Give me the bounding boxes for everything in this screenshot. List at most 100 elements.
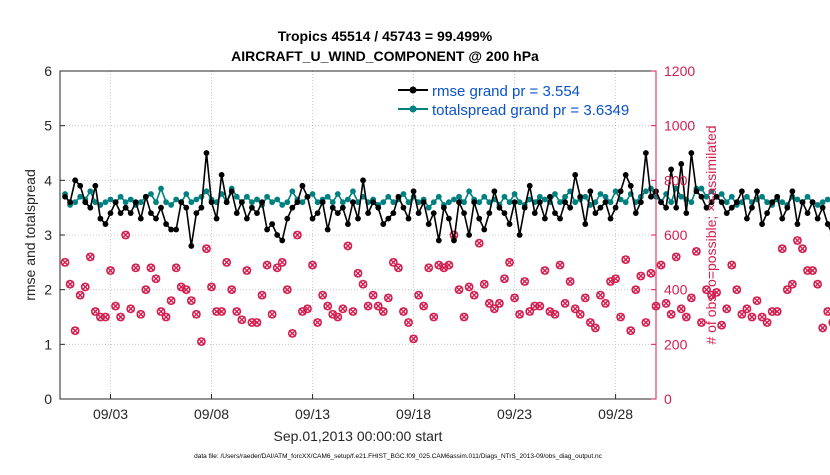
left-y-tick-label: 1 — [44, 336, 52, 352]
rmse-point — [214, 216, 220, 222]
x-tick-label: 09/08 — [194, 406, 229, 422]
rmse-point — [749, 205, 755, 211]
rmse-point — [396, 194, 402, 200]
rmse-point — [810, 199, 816, 205]
rmse-point — [62, 194, 68, 200]
totalspread-point — [108, 197, 114, 203]
right-y-tick-label: 1200 — [664, 63, 695, 79]
totalspread-point — [456, 194, 462, 200]
rmse-point — [224, 199, 230, 205]
totalspread-point — [623, 199, 629, 205]
totalspread-point — [188, 199, 194, 205]
rmse-point — [183, 205, 189, 211]
totalspread-point — [431, 199, 437, 205]
rmse-point — [688, 150, 694, 156]
left-y-tick-label: 5 — [44, 118, 52, 134]
rmse-point — [401, 205, 407, 211]
footer-data-file: data file: /Users/raeder/DAI/ATM_forcXX/… — [194, 453, 603, 460]
rmse-point — [739, 188, 745, 194]
totalspread-point — [426, 205, 432, 211]
rmse-point — [759, 221, 765, 227]
rmse-point — [643, 150, 649, 156]
rmse-point — [577, 194, 583, 200]
totalspread-point — [613, 188, 619, 194]
rmse-point — [178, 199, 184, 205]
rmse-point — [219, 172, 225, 178]
x-tick-label: 09/28 — [598, 406, 633, 422]
totalspread-point — [315, 199, 321, 205]
rmse-point — [128, 210, 134, 216]
rmse-point — [320, 199, 326, 205]
totalspread-point — [815, 202, 821, 208]
totalspread-point — [764, 199, 770, 205]
totalspread-point — [345, 197, 351, 203]
rmse-point — [118, 210, 124, 216]
rmse-point — [355, 216, 361, 222]
totalspread-point — [128, 197, 134, 203]
rmse-point — [491, 188, 497, 194]
rmse-point — [527, 183, 533, 189]
legend-rmse-marker — [410, 87, 417, 94]
rmse-point — [512, 199, 518, 205]
totalspread-point — [451, 197, 457, 203]
rmse-point — [456, 199, 462, 205]
rmse-point — [204, 150, 210, 156]
totalspread-point — [729, 194, 735, 200]
right-y-tick-label: 800 — [664, 172, 688, 188]
totalspread-point — [330, 199, 336, 205]
rmse-point — [552, 210, 558, 216]
rmse-point — [411, 188, 417, 194]
totalspread-point — [795, 197, 801, 203]
rmse-point — [466, 232, 472, 238]
right-y-tick-label: 1000 — [664, 118, 695, 134]
rmse-point — [67, 199, 73, 205]
totalspread-point — [643, 188, 649, 194]
x-tick-label: 09/03 — [93, 406, 128, 422]
rmse-point — [623, 172, 629, 178]
totalspread-point — [678, 194, 684, 200]
rmse-point — [663, 205, 669, 211]
rmse-point — [345, 221, 351, 227]
left-y-tick-label: 3 — [44, 227, 52, 243]
totalspread-point — [199, 194, 205, 200]
totalspread-point — [289, 188, 295, 194]
rmse-point — [380, 221, 386, 227]
rmse-point — [769, 199, 775, 205]
totalspread-point — [481, 194, 487, 200]
totalspread-point — [598, 191, 604, 197]
totalspread-point — [779, 199, 785, 205]
rmse-point — [168, 227, 174, 233]
rmse-point — [547, 194, 553, 200]
rmse-point — [158, 205, 164, 211]
rmse-point — [259, 199, 265, 205]
totalspread-point — [603, 194, 609, 200]
rmse-point — [633, 210, 639, 216]
totalspread-point — [436, 194, 442, 200]
rmse-point — [385, 216, 391, 222]
rmse-point — [774, 194, 780, 200]
totalspread-point — [517, 199, 523, 205]
rmse-point — [113, 199, 119, 205]
totalspread-point — [350, 188, 356, 194]
right-y-tick-label: 200 — [664, 336, 688, 352]
rmse-point — [517, 232, 523, 238]
rmse-point — [375, 205, 381, 211]
totalspread-point — [234, 194, 240, 200]
rmse-point — [350, 199, 356, 205]
rmse-point — [446, 216, 452, 222]
totalspread-point — [759, 194, 765, 200]
chart-title-line1: Tropics 45514 / 45743 = 99.499% — [278, 28, 493, 44]
legend-rmse-label: rmse grand pr = 3.554 — [432, 83, 580, 100]
rmse-point — [805, 210, 811, 216]
totalspread-point — [148, 191, 154, 197]
rmse-point — [658, 199, 664, 205]
totalspread-point — [805, 194, 811, 200]
rmse-point — [416, 210, 422, 216]
rmse-point — [779, 216, 785, 222]
rmse-point — [229, 188, 235, 194]
rmse-point — [103, 221, 109, 227]
rmse-point — [72, 177, 78, 183]
x-tick-label: 09/23 — [497, 406, 532, 422]
